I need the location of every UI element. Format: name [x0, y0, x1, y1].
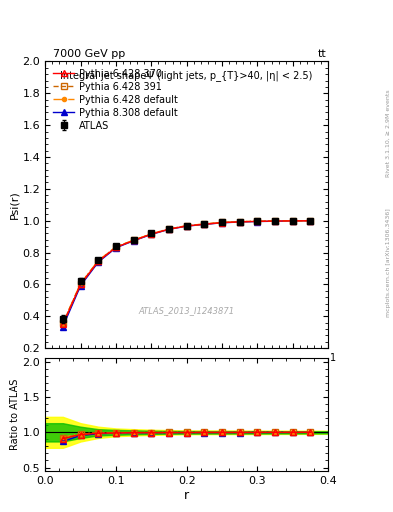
Text: mcplots.cern.ch [arXiv:1306.3436]: mcplots.cern.ch [arXiv:1306.3436]: [386, 208, 391, 316]
Pythia 6.428 default: [96, 258, 101, 264]
Text: Rivet 3.1.10, ≥ 2.9M events: Rivet 3.1.10, ≥ 2.9M events: [386, 89, 391, 177]
Pythia 8.308 default: [96, 259, 101, 265]
Pythia 6.428 370: [290, 218, 295, 224]
Pythia 6.428 391: [308, 218, 313, 224]
Pythia 6.428 default: [290, 218, 295, 224]
Pythia 6.428 default: [237, 219, 242, 225]
Pythia 6.428 391: [149, 231, 154, 237]
Pythia 6.428 391: [255, 218, 260, 224]
Pythia 6.428 default: [273, 218, 277, 224]
Pythia 8.308 default: [184, 223, 189, 229]
Text: ATLAS_2013_I1243871: ATLAS_2013_I1243871: [139, 306, 235, 315]
Pythia 8.308 default: [290, 218, 295, 224]
Text: 1: 1: [330, 353, 336, 364]
Pythia 8.308 default: [308, 218, 313, 224]
Pythia 6.428 391: [220, 220, 224, 226]
Pythia 6.428 370: [167, 226, 171, 232]
Text: 7000 GeV pp: 7000 GeV pp: [53, 49, 125, 59]
Pythia 6.428 default: [220, 220, 224, 226]
Pythia 6.428 default: [184, 223, 189, 229]
Pythia 8.308 default: [255, 219, 260, 225]
X-axis label: r: r: [184, 488, 189, 502]
Pythia 6.428 370: [255, 218, 260, 224]
Pythia 6.428 default: [78, 281, 83, 287]
Pythia 8.308 default: [149, 231, 154, 238]
Pythia 6.428 default: [131, 237, 136, 243]
Pythia 6.428 391: [131, 237, 136, 243]
Pythia 6.428 370: [78, 282, 83, 288]
Pythia 6.428 391: [96, 258, 101, 264]
Pythia 8.308 default: [220, 220, 224, 226]
Pythia 6.428 391: [184, 223, 189, 229]
Pythia 6.428 391: [237, 219, 242, 225]
Pythia 6.428 370: [273, 218, 277, 224]
Y-axis label: Ratio to ATLAS: Ratio to ATLAS: [10, 379, 20, 451]
Y-axis label: Psi(r): Psi(r): [10, 190, 20, 219]
Pythia 6.428 default: [114, 244, 118, 250]
Pythia 6.428 391: [61, 321, 65, 327]
Pythia 8.308 default: [114, 245, 118, 251]
Pythia 8.308 default: [167, 226, 171, 232]
Pythia 6.428 default: [308, 218, 313, 224]
Pythia 6.428 default: [149, 231, 154, 237]
Pythia 6.428 370: [114, 244, 118, 250]
Text: Integral jet shapeΨ (light jets, p_{T}>40, |η| < 2.5): Integral jet shapeΨ (light jets, p_{T}>4…: [61, 70, 313, 81]
Line: Pythia 6.428 default: Pythia 6.428 default: [61, 219, 312, 325]
Pythia 6.428 370: [202, 221, 207, 227]
Pythia 6.428 370: [184, 223, 189, 229]
Pythia 6.428 370: [308, 218, 313, 224]
Pythia 8.308 default: [131, 238, 136, 244]
Pythia 6.428 default: [167, 226, 171, 232]
Pythia 6.428 391: [273, 218, 277, 224]
Pythia 6.428 391: [167, 226, 171, 232]
Pythia 6.428 default: [255, 218, 260, 224]
Pythia 8.308 default: [237, 219, 242, 225]
Line: Pythia 6.428 391: Pythia 6.428 391: [60, 218, 313, 326]
Pythia 8.308 default: [202, 221, 207, 227]
Pythia 6.428 default: [202, 221, 207, 227]
Pythia 6.428 370: [220, 220, 224, 226]
Pythia 8.308 default: [78, 283, 83, 289]
Pythia 6.428 370: [61, 321, 65, 327]
Pythia 6.428 default: [61, 320, 65, 326]
Pythia 6.428 391: [290, 218, 295, 224]
Pythia 8.308 default: [61, 324, 65, 330]
Line: Pythia 6.428 370: Pythia 6.428 370: [59, 217, 314, 328]
Pythia 6.428 391: [202, 221, 207, 227]
Line: Pythia 8.308 default: Pythia 8.308 default: [59, 217, 314, 330]
Pythia 6.428 370: [96, 258, 101, 264]
Pythia 8.308 default: [273, 218, 277, 224]
Pythia 6.428 391: [78, 281, 83, 287]
Text: tt: tt: [318, 49, 326, 59]
Pythia 6.428 370: [131, 238, 136, 244]
Legend: Pythia 6.428 370, Pythia 6.428 391, Pythia 6.428 default, Pythia 8.308 default, : Pythia 6.428 370, Pythia 6.428 391, Pyth…: [50, 66, 181, 134]
Pythia 6.428 370: [237, 219, 242, 225]
Pythia 6.428 370: [149, 231, 154, 237]
Pythia 6.428 391: [114, 244, 118, 250]
